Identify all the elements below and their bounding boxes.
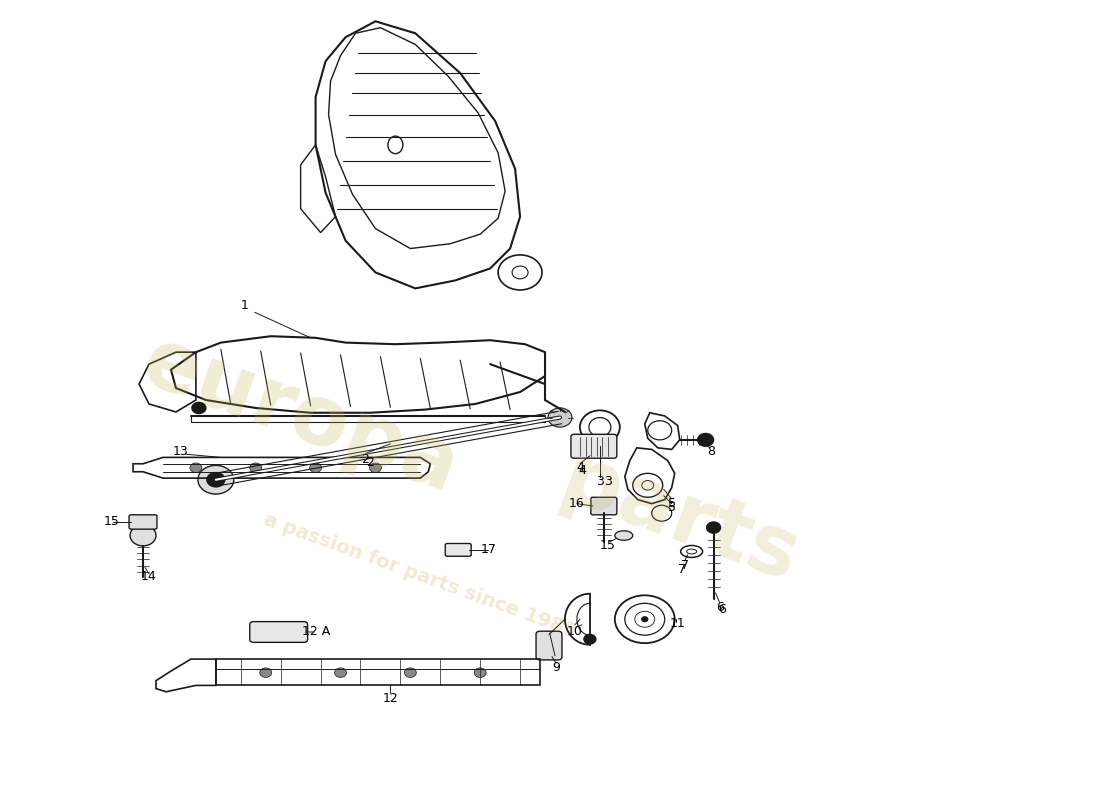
Text: 7: 7 [681,558,689,571]
Circle shape [641,617,648,622]
Text: 2: 2 [362,454,370,466]
Circle shape [260,668,272,678]
Text: 4: 4 [578,464,586,477]
Circle shape [370,463,382,473]
FancyBboxPatch shape [250,622,308,642]
Circle shape [250,463,262,473]
Text: 15: 15 [600,538,616,551]
Circle shape [198,466,234,494]
Text: 12: 12 [383,692,398,705]
Circle shape [207,473,224,487]
Circle shape [706,522,721,533]
Text: 6: 6 [716,601,724,614]
Text: 10: 10 [566,625,583,638]
Text: 17: 17 [481,543,496,556]
Circle shape [309,463,321,473]
Circle shape [405,668,416,678]
Text: 3: 3 [596,475,604,488]
Circle shape [697,434,714,446]
Ellipse shape [615,530,632,540]
Text: 1: 1 [241,299,249,313]
FancyBboxPatch shape [129,515,157,529]
Text: 13: 13 [173,446,189,458]
FancyBboxPatch shape [571,434,617,458]
Text: 16: 16 [569,497,585,510]
Text: parts: parts [550,439,810,600]
Text: 3: 3 [604,475,612,488]
Text: 7: 7 [678,562,685,575]
Circle shape [584,634,596,644]
Text: a passion for parts since 1985: a passion for parts since 1985 [262,510,580,641]
Text: 4: 4 [576,462,584,474]
Text: 2: 2 [366,456,374,469]
Text: 15: 15 [103,515,119,529]
Circle shape [191,402,206,414]
Circle shape [474,668,486,678]
Circle shape [548,408,572,427]
Circle shape [130,525,156,546]
FancyBboxPatch shape [536,631,562,660]
FancyBboxPatch shape [446,543,471,556]
Text: 5: 5 [668,497,675,510]
Circle shape [190,463,202,473]
Text: europa: europa [132,322,470,510]
Text: 14: 14 [141,570,157,583]
Text: 9: 9 [552,661,560,674]
Text: 11: 11 [670,617,685,630]
Text: 5: 5 [668,501,675,514]
FancyBboxPatch shape [591,498,617,515]
Text: 12 A: 12 A [302,625,331,638]
Text: 8: 8 [707,446,716,458]
Text: 6: 6 [717,603,726,616]
Circle shape [334,668,346,678]
